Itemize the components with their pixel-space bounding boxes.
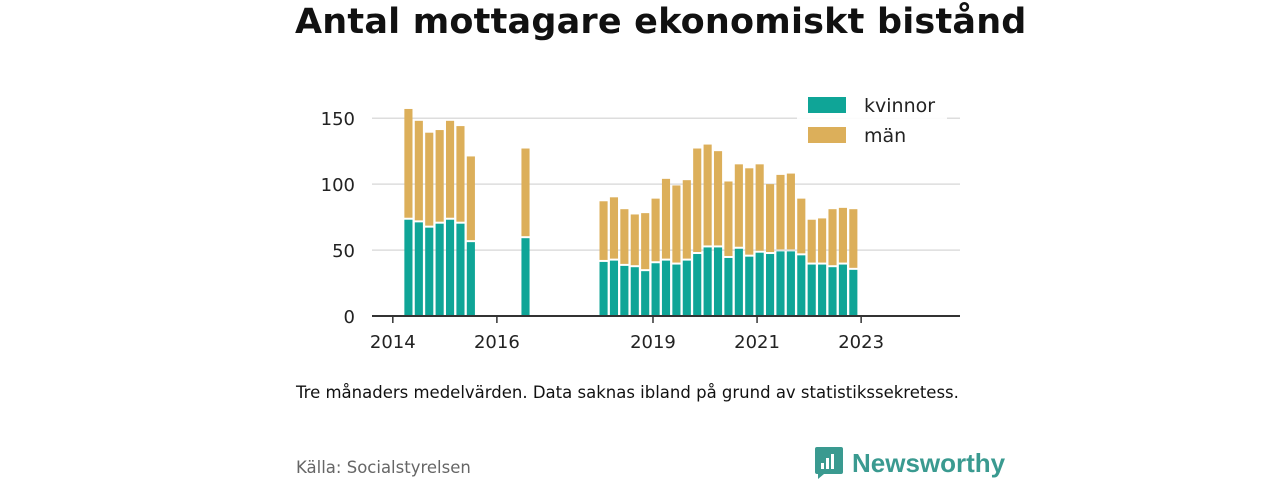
newsworthy-brand[interactable]: Newsworthy <box>814 446 1005 480</box>
bar-man <box>414 120 423 221</box>
bar-man <box>849 209 858 268</box>
bar-kvinnor <box>609 260 619 316</box>
bar-kvinnor <box>838 264 847 316</box>
bar-kvinnor <box>425 227 434 316</box>
bar-kvinnor <box>404 219 413 316</box>
chart-note: Tre månaders medelvärden. Data saknas ib… <box>296 383 959 402</box>
bar-kvinnor <box>414 222 423 316</box>
bar-kvinnor <box>620 265 629 316</box>
bar-man <box>766 184 775 253</box>
chart-title: Antal mottagare ekonomiskt bistånd <box>295 2 1027 42</box>
x-tick-label: 2023 <box>838 332 884 353</box>
bar-kvinnor <box>797 255 806 316</box>
bar-man <box>682 180 691 259</box>
legend-label: män <box>864 125 906 147</box>
y-tick-label: 50 <box>332 241 355 262</box>
bar-man <box>745 168 754 255</box>
bar-man <box>651 198 660 262</box>
bar-kvinnor <box>599 261 608 316</box>
stacked-bar-chart: 0 50 100 150 2014 2016 2019 2021 2023 kvinnor män <box>320 87 960 353</box>
bar-man <box>713 151 723 246</box>
bar-man <box>425 132 434 226</box>
bar-man <box>630 214 639 266</box>
axes: 0 50 100 150 2014 2016 2019 2021 2023 <box>321 109 960 353</box>
bar-man <box>818 218 827 263</box>
bar-kvinnor <box>435 223 444 316</box>
bar-man <box>807 219 816 263</box>
bar-man <box>435 130 444 222</box>
bar-kvinnor <box>713 247 723 316</box>
bar-kvinnor <box>724 257 733 316</box>
bar-man <box>521 148 530 237</box>
y-tick-label: 150 <box>321 109 355 130</box>
bar-man <box>786 173 795 250</box>
bars <box>404 108 858 316</box>
bar-man <box>641 213 650 270</box>
legend-swatch <box>808 127 846 143</box>
bar-man <box>838 207 847 263</box>
bar-man <box>672 185 681 263</box>
bar-man <box>703 144 712 246</box>
bar-kvinnor <box>849 269 858 316</box>
bar-kvinnor <box>466 242 475 316</box>
bar-kvinnor <box>734 248 743 316</box>
source-label: Källa: Socialstyrelsen <box>296 458 471 477</box>
bar-kvinnor <box>672 264 681 316</box>
bar-man <box>404 108 413 218</box>
bar-kvinnor <box>682 260 691 316</box>
bar-man <box>609 197 619 259</box>
newsworthy-logo-icon <box>815 447 843 479</box>
bar-man <box>724 181 733 256</box>
legend-label: kvinnor <box>864 95 935 117</box>
legend-swatch <box>808 97 846 113</box>
bar-man <box>456 126 465 222</box>
bar-kvinnor <box>755 252 764 316</box>
bar-man <box>693 148 702 253</box>
x-tick-label: 2014 <box>370 332 416 353</box>
bar-kvinnor <box>693 254 702 316</box>
legend: kvinnor män <box>797 87 947 155</box>
bar-kvinnor <box>456 223 465 316</box>
bar-man <box>445 120 455 218</box>
bar-man <box>661 178 671 259</box>
bar-kvinnor <box>786 251 795 316</box>
y-tick-label: 0 <box>344 307 355 328</box>
bar-kvinnor <box>745 256 754 316</box>
x-tick-label: 2021 <box>734 332 780 353</box>
bar-man <box>776 174 785 250</box>
bar-kvinnor <box>818 264 827 316</box>
bar-kvinnor <box>828 267 837 316</box>
y-tick-label: 100 <box>321 175 355 196</box>
bar-kvinnor <box>521 238 530 316</box>
bar-man <box>734 164 743 247</box>
bar-kvinnor <box>776 251 785 316</box>
bar-kvinnor <box>445 219 455 316</box>
bar-kvinnor <box>641 271 650 316</box>
x-tick-label: 2019 <box>630 332 676 353</box>
bar-man <box>797 198 806 254</box>
x-tick-label: 2016 <box>474 332 520 353</box>
bar-man <box>620 209 629 264</box>
bar-kvinnor <box>766 254 775 316</box>
bar-man <box>755 164 764 251</box>
bar-kvinnor <box>703 247 712 316</box>
bar-kvinnor <box>630 267 639 316</box>
bar-kvinnor <box>807 264 816 316</box>
brand-name: Newsworthy <box>852 447 1006 478</box>
bar-man <box>828 209 837 266</box>
bar-kvinnor <box>651 263 660 316</box>
bar-kvinnor <box>661 260 671 316</box>
bar-man <box>599 201 608 260</box>
bar-man <box>466 156 475 241</box>
